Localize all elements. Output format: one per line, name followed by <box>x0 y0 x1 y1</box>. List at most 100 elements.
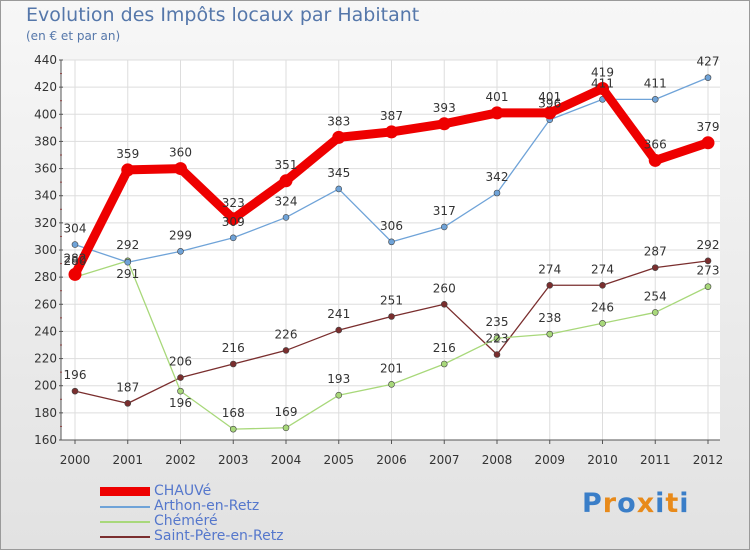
data-point-chauve <box>490 106 504 120</box>
data-label-chemere: 216 <box>433 341 456 355</box>
data-point-saint-pere <box>124 400 132 407</box>
proxiti-logo: Proxiti <box>582 488 690 519</box>
data-point-saint-pere <box>388 313 395 320</box>
data-label-saint-pere: 292 <box>697 238 720 252</box>
data-label-chemere: 168 <box>222 406 245 420</box>
data-label-chemere: 196 <box>169 396 192 410</box>
legend-swatch-saint-pere <box>100 536 150 538</box>
data-point-saint-pere <box>335 326 343 334</box>
data-label-arthon: 427 <box>697 55 720 69</box>
data-point-saint-pere <box>71 387 79 395</box>
data-label-saint-pere: 206 <box>169 355 192 369</box>
data-label-saint-pere: 251 <box>380 294 403 308</box>
legend-swatch-chauve <box>100 487 150 496</box>
data-point-arthon <box>229 234 237 242</box>
data-point-chemere <box>651 309 659 316</box>
logo-letter: i <box>655 488 666 519</box>
data-label-saint-pere: 196 <box>64 368 87 382</box>
data-label-arthon: 324 <box>275 194 298 208</box>
data-point-chemere <box>546 330 554 338</box>
data-label-arthon: 342 <box>486 170 509 184</box>
data-point-chauve <box>648 153 662 167</box>
data-point-chemere <box>440 360 448 368</box>
data-point-arthon <box>651 96 659 103</box>
data-label-chauve: 393 <box>433 101 456 115</box>
y-tick-label: 340 <box>34 189 57 203</box>
y-tick-label: 160 <box>34 433 57 447</box>
data-label-chemere: 169 <box>275 405 298 419</box>
data-point-saint-pere <box>229 360 237 368</box>
x-tick-label: 2000 <box>60 453 91 467</box>
x-tick-label: 2008 <box>482 453 513 467</box>
data-point-chemere <box>177 387 184 395</box>
data-label-chemere: 273 <box>697 264 720 278</box>
data-label-saint-pere: 241 <box>327 307 350 321</box>
data-point-saint-pere <box>599 281 606 289</box>
data-label-chemere: 201 <box>380 361 403 375</box>
data-label-saint-pere: 223 <box>486 332 509 346</box>
data-point-chauve <box>279 174 293 188</box>
data-point-chauve <box>385 125 398 139</box>
data-label-arthon: 309 <box>222 215 245 229</box>
data-point-arthon <box>440 223 448 231</box>
data-label-chemere: 254 <box>644 289 667 303</box>
data-label-chemere: 238 <box>538 311 561 325</box>
x-tick-label: 2002 <box>165 453 196 467</box>
y-tick-label: 260 <box>34 297 57 311</box>
data-point-chemere <box>282 424 290 432</box>
data-point-saint-pere <box>546 281 554 289</box>
data-point-chauve <box>437 117 451 131</box>
data-point-chemere <box>388 381 395 388</box>
data-point-chauve <box>332 130 346 144</box>
y-tick-label: 440 <box>34 53 57 67</box>
data-point-saint-pere <box>651 264 659 271</box>
chart-subtitle: (en € et par an) <box>26 29 121 43</box>
data-point-arthon <box>493 189 501 197</box>
chart-title: Evolution des Impôts locaux par Habitant <box>26 4 420 26</box>
data-label-chauve: 351 <box>275 158 298 172</box>
data-point-chemere <box>229 425 237 433</box>
y-tick-label: 240 <box>34 324 57 338</box>
data-point-chauve <box>226 212 240 226</box>
logo-letter: x <box>636 488 656 519</box>
legend-swatch-arthon <box>100 506 150 508</box>
data-label-chauve: 359 <box>116 147 139 161</box>
y-tick-label: 220 <box>34 352 57 366</box>
y-tick-label: 360 <box>34 162 57 176</box>
legend-label-arthon: Arthon-en-Retz <box>154 498 260 514</box>
legend-swatch-chemere <box>100 521 150 523</box>
data-label-arthon: 304 <box>64 222 87 236</box>
data-point-arthon <box>282 214 290 221</box>
data-point-arthon <box>124 258 132 266</box>
data-point-arthon <box>704 74 712 81</box>
data-label-arthon: 299 <box>169 228 192 242</box>
data-point-chemere <box>335 391 343 399</box>
data-point-chemere <box>493 334 501 342</box>
data-point-saint-pere <box>440 300 448 308</box>
data-point-saint-pere <box>282 347 290 354</box>
data-point-chemere <box>704 283 712 290</box>
data-point-chauve <box>596 82 609 95</box>
data-point-chauve <box>121 163 135 177</box>
data-label-arthon: 291 <box>116 267 139 281</box>
logo-letter: t <box>665 488 680 519</box>
x-tick-label: 2011 <box>640 453 671 467</box>
x-tick-label: 2004 <box>271 453 302 467</box>
data-point-arthon <box>388 238 395 246</box>
data-label-chauve: 419 <box>591 66 614 80</box>
data-label-arthon: 317 <box>433 204 456 218</box>
y-tick-label: 400 <box>34 107 57 121</box>
data-label-chemere: 235 <box>486 315 509 329</box>
data-label-saint-pere: 274 <box>591 262 614 276</box>
data-label-chauve: 401 <box>538 90 561 104</box>
legend-label-chemere: Chéméré <box>154 513 218 529</box>
y-tick-label: 420 <box>34 80 57 94</box>
x-tick-label: 2005 <box>323 453 354 467</box>
data-label-saint-pere: 287 <box>644 245 667 259</box>
data-label-chauve: 401 <box>486 90 509 104</box>
data-point-chauve <box>174 162 187 176</box>
data-point-chauve <box>543 106 557 120</box>
data-label-chemere: 292 <box>116 238 139 252</box>
data-label-arthon: 396 <box>538 97 561 111</box>
data-label-saint-pere: 226 <box>275 327 298 341</box>
